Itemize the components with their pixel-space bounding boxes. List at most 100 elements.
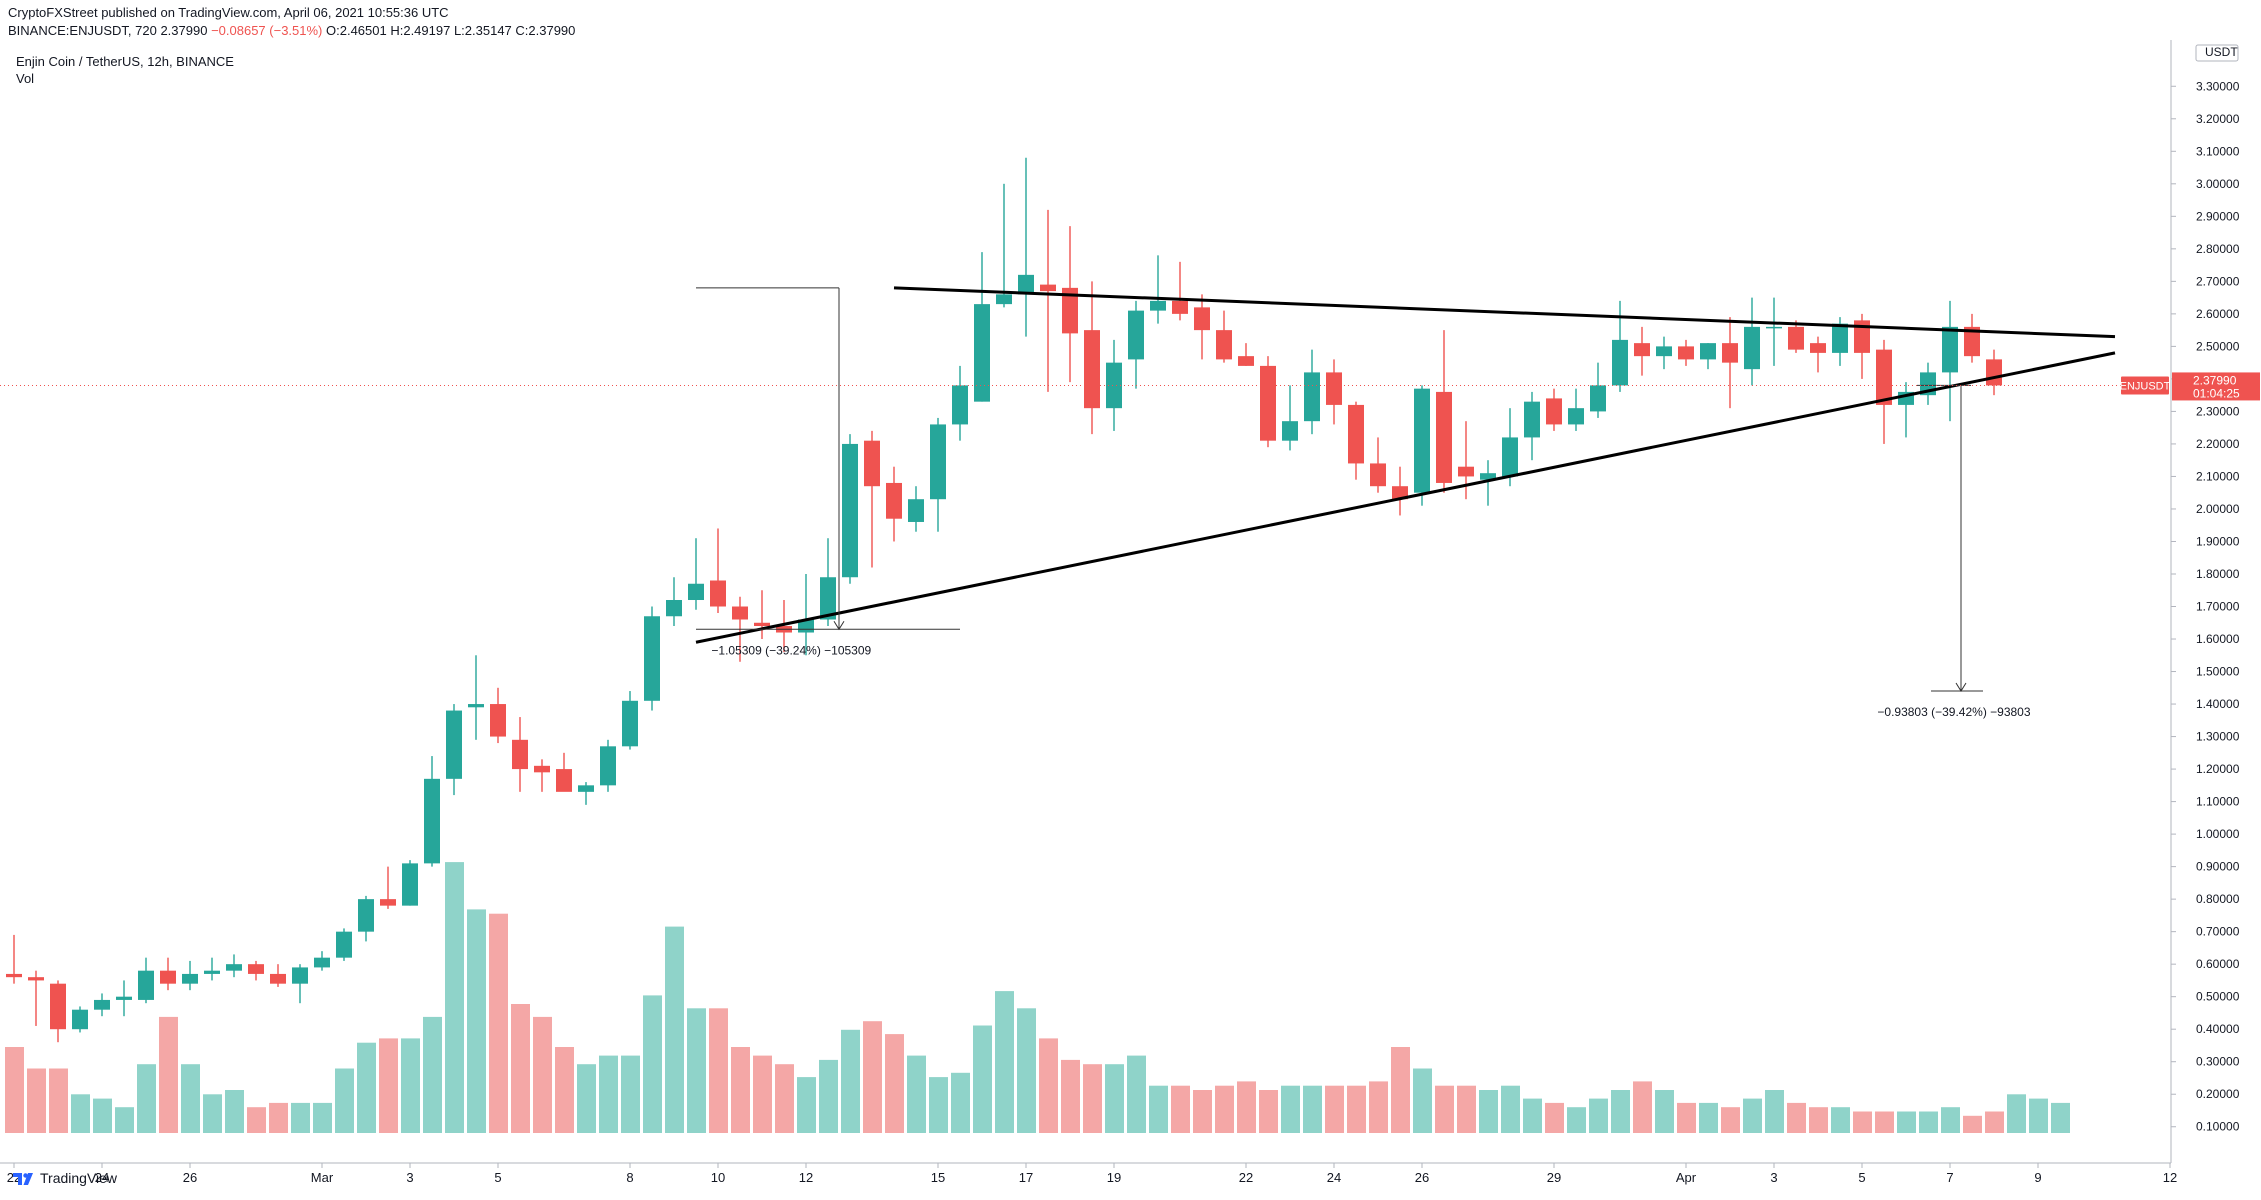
time-tick-label: 8 bbox=[626, 1170, 633, 1185]
price-tick-label: 1.80000 bbox=[2196, 567, 2240, 581]
volume-bar bbox=[225, 1090, 244, 1133]
volume-bar bbox=[335, 1068, 354, 1133]
volume-bar bbox=[159, 1016, 178, 1133]
tradingview-brand-text: TradingView bbox=[40, 1170, 118, 1186]
volume-bar bbox=[1259, 1090, 1278, 1133]
volume-bar bbox=[1127, 1055, 1146, 1133]
price-tick-label: 1.00000 bbox=[2196, 827, 2240, 841]
volume-bar bbox=[357, 1042, 376, 1133]
candle-body bbox=[380, 899, 396, 906]
volume-bar bbox=[753, 1055, 772, 1133]
volume-bar bbox=[599, 1055, 618, 1133]
volume-label: Vol bbox=[16, 71, 35, 86]
volume-bar bbox=[687, 1008, 706, 1133]
volume-bar bbox=[1303, 1085, 1322, 1133]
price-tick-label: 1.30000 bbox=[2196, 730, 2240, 744]
volume-bar bbox=[533, 1016, 552, 1133]
volume-bar bbox=[1567, 1107, 1586, 1133]
candle-body bbox=[1194, 307, 1210, 331]
candle-body bbox=[1260, 365, 1276, 441]
volume-bar bbox=[885, 1034, 904, 1133]
candle-body bbox=[1414, 388, 1430, 493]
candle-body bbox=[1172, 300, 1188, 314]
price-tick-label: 1.70000 bbox=[2196, 600, 2240, 614]
candle-body bbox=[468, 704, 484, 708]
measure-label: −0.93803 (−39.42%) −93803 bbox=[1877, 705, 2030, 719]
volume-bar bbox=[1545, 1102, 1564, 1133]
candle-body bbox=[1546, 398, 1562, 425]
candle-body bbox=[622, 700, 638, 747]
candle-body bbox=[1216, 330, 1232, 360]
price-tick-label: 0.30000 bbox=[2196, 1055, 2240, 1069]
volume-bar bbox=[1215, 1085, 1234, 1133]
volume-bar bbox=[1171, 1085, 1190, 1133]
candle-body bbox=[1326, 372, 1342, 405]
price-tick-label: 1.10000 bbox=[2196, 795, 2240, 809]
volume-bar bbox=[1985, 1111, 2004, 1133]
volume-bar bbox=[1017, 1008, 1036, 1133]
time-tick-label: Mar bbox=[311, 1170, 334, 1185]
time-tick-label: 5 bbox=[494, 1170, 501, 1185]
time-tick-label: Apr bbox=[1676, 1170, 1697, 1185]
volume-bar bbox=[1237, 1081, 1256, 1133]
volume-bar bbox=[1875, 1111, 1894, 1133]
time-tick-label: 24 bbox=[95, 1170, 109, 1185]
candle-body bbox=[930, 424, 946, 500]
volume-bar bbox=[775, 1064, 794, 1133]
price-tick-label: 0.50000 bbox=[2196, 990, 2240, 1004]
time-tick-label: 22 bbox=[1239, 1170, 1253, 1185]
candle-body bbox=[886, 482, 902, 519]
candle-body bbox=[600, 746, 616, 786]
volume-bar bbox=[907, 1055, 926, 1133]
volume-bar bbox=[1721, 1107, 1740, 1133]
price-tick-label: 2.50000 bbox=[2196, 339, 2240, 353]
time-tick-label: 9 bbox=[2034, 1170, 2041, 1185]
candle-body bbox=[534, 765, 550, 773]
candle-body bbox=[248, 964, 264, 974]
volume-bar bbox=[49, 1068, 68, 1133]
candles bbox=[6, 157, 2002, 1043]
price-tick-label: 0.70000 bbox=[2196, 925, 2240, 939]
volume-bar bbox=[1941, 1107, 1960, 1133]
candle-body bbox=[1502, 437, 1518, 477]
volume-bar bbox=[1281, 1085, 1300, 1133]
volume-bar bbox=[1743, 1098, 1762, 1133]
footer-brand[interactable]: TradingView bbox=[12, 1170, 117, 1186]
candle-body bbox=[1656, 346, 1672, 357]
candle-body bbox=[358, 899, 374, 932]
candle-body bbox=[1854, 320, 1870, 353]
price-tick-label: 1.50000 bbox=[2196, 665, 2240, 679]
candle-body bbox=[710, 580, 726, 607]
candle-body bbox=[314, 957, 330, 968]
candle-body bbox=[336, 931, 352, 958]
candle-body bbox=[116, 996, 132, 1000]
volume-bar bbox=[489, 913, 508, 1133]
time-tick-label: 17 bbox=[1019, 1170, 1033, 1185]
volume-bar bbox=[1039, 1038, 1058, 1133]
volume-bar bbox=[577, 1064, 596, 1133]
ticker-tag-label: ENJUSDT bbox=[2120, 380, 2171, 392]
price-tick-label: 2.00000 bbox=[2196, 502, 2240, 516]
volume-bar bbox=[1479, 1090, 1498, 1133]
candle-body bbox=[908, 499, 924, 522]
time-tick-label: 12 bbox=[2163, 1170, 2177, 1185]
time-tick-label: 12 bbox=[799, 1170, 813, 1185]
volume-bar bbox=[93, 1098, 112, 1133]
candle-body bbox=[1612, 339, 1628, 386]
volume-bar bbox=[115, 1107, 134, 1133]
bar-countdown-label: 01:04:25 bbox=[2193, 386, 2240, 400]
price-tick-label: 3.30000 bbox=[2196, 79, 2240, 93]
volume-bar bbox=[1699, 1102, 1718, 1133]
price-tick-label: 1.40000 bbox=[2196, 697, 2240, 711]
candle-body bbox=[1524, 401, 1540, 438]
candle-body bbox=[1304, 372, 1320, 422]
measure-label: −1.05309 (−39.24%) −105309 bbox=[711, 643, 871, 657]
candle-body bbox=[644, 616, 660, 701]
candle-body bbox=[1788, 326, 1804, 350]
candle-body bbox=[1634, 343, 1650, 357]
price-tick-label: 0.10000 bbox=[2196, 1120, 2240, 1134]
current-price-tag bbox=[2172, 372, 2260, 401]
candle-body bbox=[1436, 391, 1452, 483]
candle-body bbox=[820, 577, 836, 620]
